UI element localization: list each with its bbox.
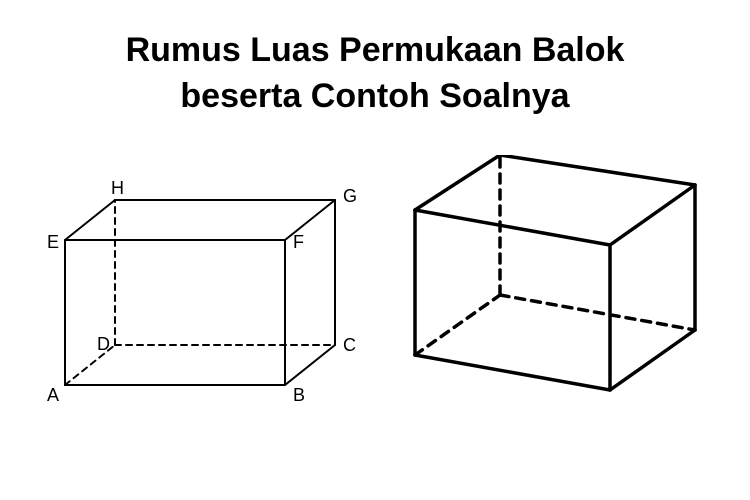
edge-EH — [415, 155, 500, 210]
vertex-label-G: G — [343, 186, 357, 206]
vertex-label-B: B — [293, 385, 305, 405]
edge-BC — [285, 345, 335, 385]
hidden-edge-AD — [415, 295, 500, 355]
cuboid-left-svg: A B C D E F G H — [35, 150, 365, 410]
page-title: Rumus Luas Permukaan Balok beserta Conto… — [0, 0, 750, 120]
vertex-label-F: F — [293, 232, 304, 252]
vertex-label-C: C — [343, 335, 356, 355]
hidden-edge-DC — [500, 295, 695, 330]
edge-BC — [610, 330, 695, 390]
edge-AB — [415, 355, 610, 390]
edge-HG — [500, 155, 695, 185]
vertex-label-H: H — [111, 178, 124, 198]
edge-FG — [610, 185, 695, 245]
title-line-1: Rumus Luas Permukaan Balok — [126, 31, 625, 69]
cuboid-right-svg — [375, 155, 715, 405]
title-line-2: beserta Contoh Soalnya — [180, 77, 569, 115]
edge-EH — [65, 200, 115, 240]
diagram-row: A B C D E F G H — [0, 150, 750, 410]
vertex-label-E: E — [47, 232, 59, 252]
unlabeled-cuboid-diagram — [375, 155, 715, 405]
vertex-label-D: D — [97, 334, 110, 354]
edge-EF — [415, 210, 610, 245]
labeled-cuboid-diagram: A B C D E F G H — [35, 150, 365, 410]
vertex-label-A: A — [47, 385, 59, 405]
